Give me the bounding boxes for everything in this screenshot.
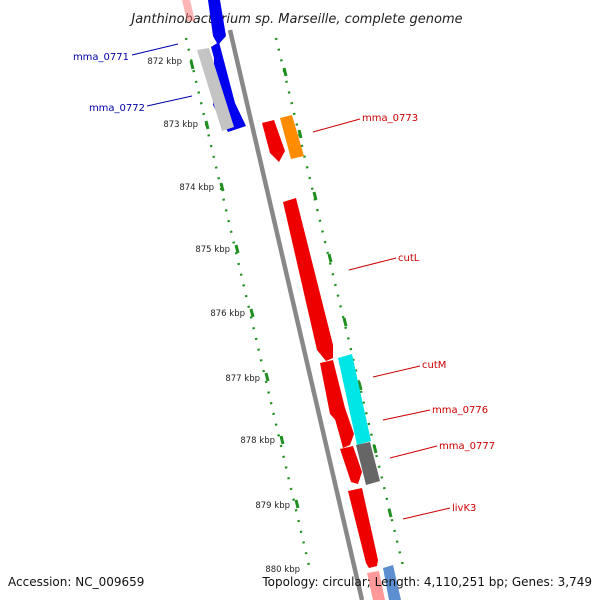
major-tick-876 [249,308,255,318]
kbp-label-873: 873 kbp [163,120,198,130]
callout-line-livk3 [402,507,451,520]
kbp-label-879: 879 kbp [255,501,290,511]
major-tick-878 [279,435,285,445]
gene-unlabeled-red-2[interactable] [340,446,362,484]
major-tick-873 [204,120,210,130]
gene-bottom-partial-pink[interactable] [367,571,385,600]
major-tick-r-875 [327,253,333,263]
gene-mma-0772[interactable] [197,48,234,131]
gene-mma-0777[interactable] [356,442,380,485]
major-tick-r-879 [387,508,393,518]
kbp-label-875: 875 kbp [195,245,230,255]
gene-label-mma-0777[interactable]: mma_0777 [439,441,495,452]
gene-label-cutl[interactable]: cutL [398,253,420,264]
major-tick-r-876 [342,317,348,327]
major-tick-875 [234,244,240,254]
gene-top-partial-red[interactable] [182,0,195,21]
major-tick-r-878 [372,444,378,454]
major-tick-r-873 [297,129,303,139]
callout-line-mma-0776 [382,409,431,421]
callout-line-cutm [372,365,421,378]
gene-mma-0776-a[interactable] [320,360,347,425]
major-tick-r-877 [357,381,363,391]
gene-label-cutm[interactable]: cutM [422,360,446,371]
genes [182,0,401,600]
major-tick-874 [219,182,225,192]
gene-bottom-partial-blue[interactable] [383,565,401,600]
genome-title: Janthinobacterium sp. Marseille, complet… [128,12,462,27]
gene-callouts: mma_0771 mma_0772 mma_0773 cutL cutM mma… [73,43,495,520]
major-tick-872 [189,60,195,70]
major-tick-r-874 [312,191,318,201]
tick-ruler-left [184,37,312,571]
tick-ruler-right [274,37,406,571]
kbp-label-878: 878 kbp [240,436,275,446]
kbp-labels: 872 kbp 873 kbp 874 kbp 875 kbp 876 kbp … [147,57,300,575]
gene-label-mma-0776[interactable]: mma_0776 [432,405,488,416]
gene-cutl[interactable] [283,198,333,361]
gene-mma-0773[interactable] [280,115,304,159]
gene-label-livk3[interactable]: livK3 [452,503,476,514]
gene-cutm[interactable] [338,354,371,445]
callout-line-mma-0772 [146,95,193,107]
accession-text: Accession: NC_009659 [8,575,144,589]
topology-text: Topology: circular; Length: 4,110,251 bp… [261,575,592,589]
callout-line-mma-0771 [131,43,179,56]
kbp-label-876: 876 kbp [210,309,245,319]
gene-label-mma-0772[interactable]: mma_0772 [89,103,145,114]
gene-mma-0776-b[interactable] [333,408,354,448]
major-tick-879 [294,499,300,509]
gene-label-mma-0773[interactable]: mma_0773 [362,113,418,124]
callout-line-mma-0777 [389,445,438,459]
gene-livk3[interactable] [348,488,378,568]
gene-label-mma-0771[interactable]: mma_0771 [73,52,129,63]
major-tick-r-872 [282,67,288,77]
kbp-label-880: 880 kbp [265,565,300,575]
major-tick-877 [264,372,270,382]
callout-line-mma-0773 [312,118,361,133]
kbp-label-872: 872 kbp [147,57,182,67]
gene-unlabeled-red[interactable] [262,120,285,162]
kbp-label-877: 877 kbp [225,374,260,384]
kbp-label-874: 874 kbp [179,183,214,193]
callout-line-cutl [348,257,397,271]
gene-top-partial-blue[interactable] [208,0,226,45]
genome-backbone [227,29,365,600]
